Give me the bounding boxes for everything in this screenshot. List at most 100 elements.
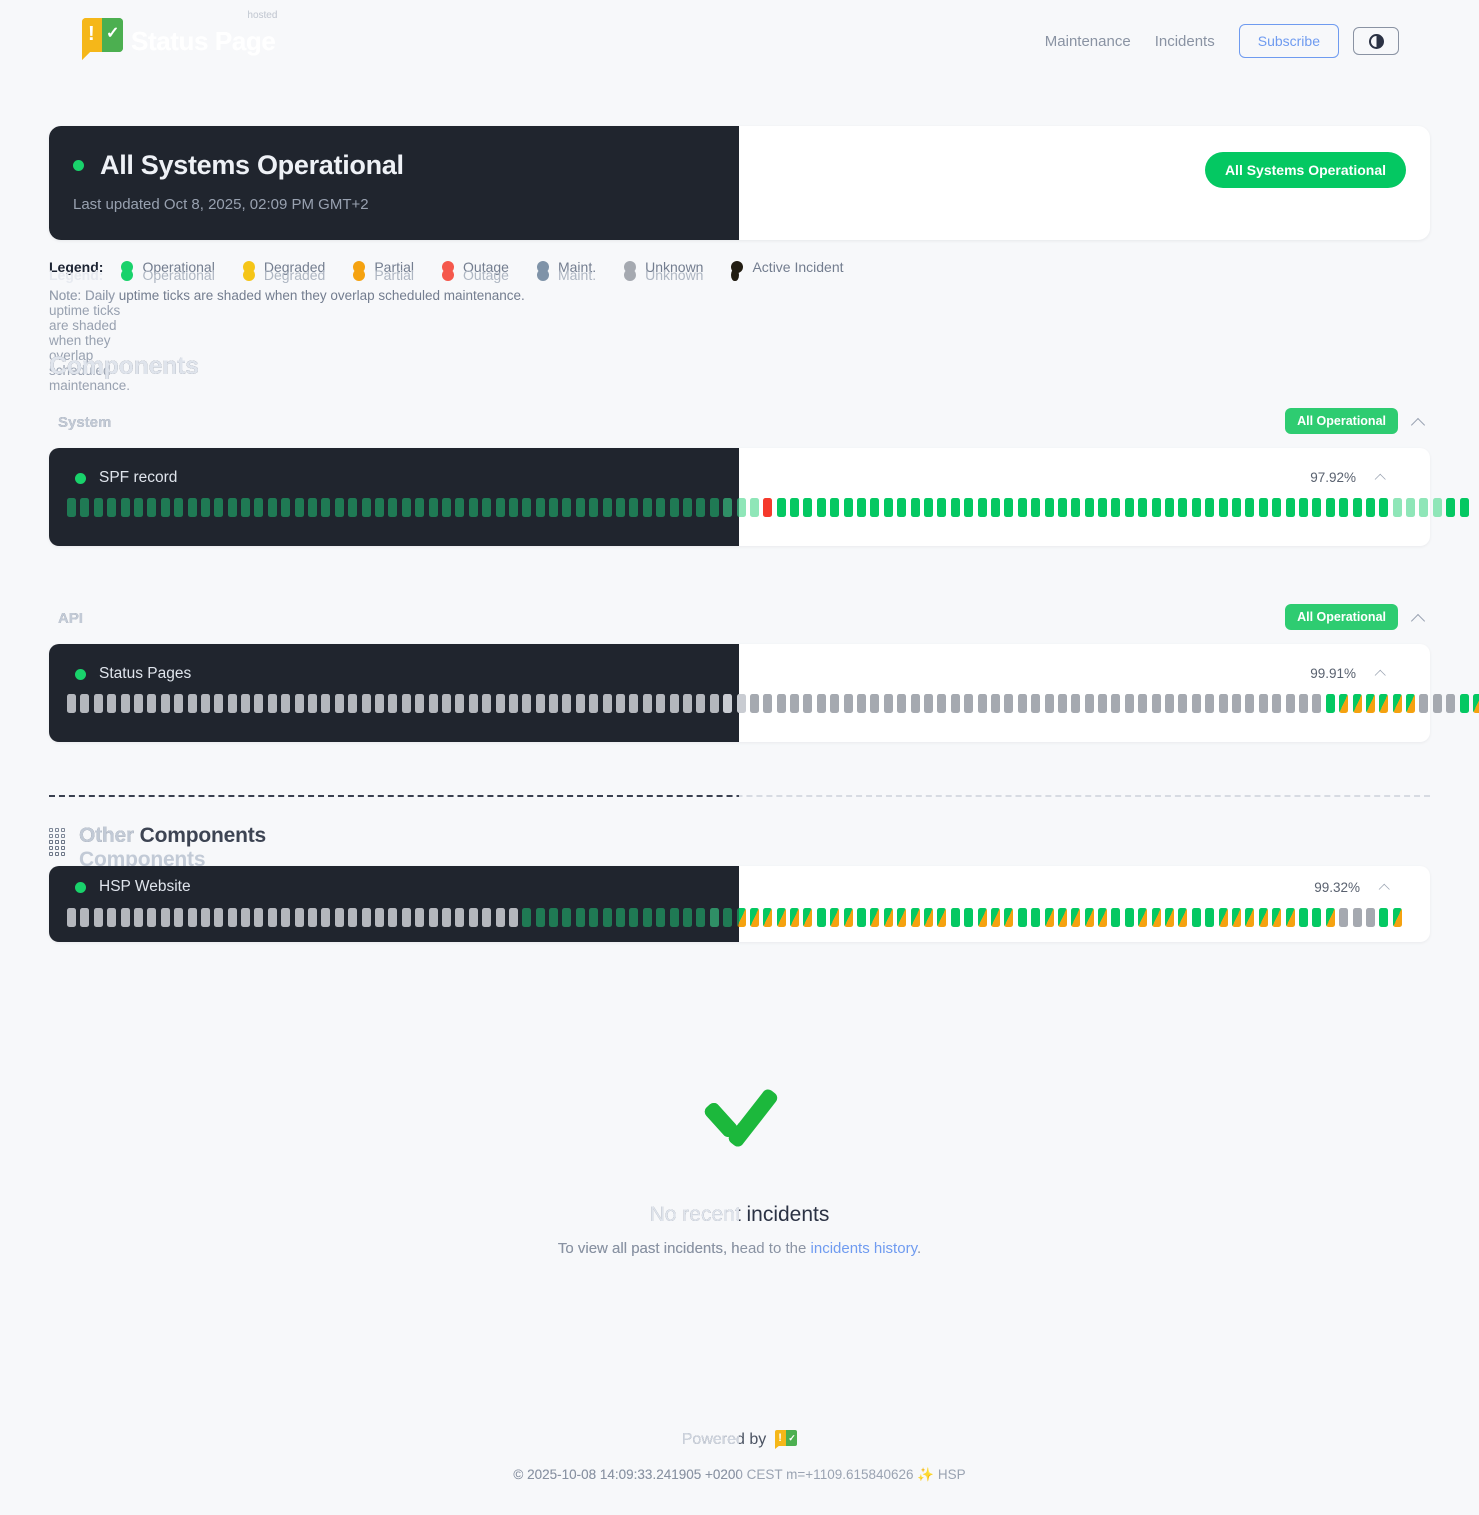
uptime-tick[interactable] — [468, 908, 478, 927]
uptime-tick[interactable] — [67, 498, 76, 517]
chevron-up-icon[interactable] — [1376, 669, 1387, 676]
uptime-tick[interactable] — [723, 498, 733, 517]
uptime-tick[interactable] — [133, 694, 143, 713]
uptime-tick[interactable] — [790, 908, 800, 927]
uptime-tick[interactable] — [254, 694, 264, 713]
uptime-tick[interactable] — [361, 694, 371, 713]
uptime-tick[interactable] — [267, 498, 277, 517]
uptime-tick[interactable] — [67, 694, 76, 713]
uptime-tick[interactable] — [361, 908, 371, 927]
uptime-tick[interactable] — [1365, 908, 1375, 927]
group-status-badge[interactable]: All Operational — [1285, 408, 1398, 434]
uptime-tick[interactable] — [616, 498, 626, 517]
uptime-tick[interactable] — [200, 498, 210, 517]
uptime-tick[interactable] — [227, 694, 237, 713]
uptime-tick[interactable] — [1057, 498, 1067, 517]
uptime-tick[interactable] — [1191, 694, 1201, 713]
uptime-tick[interactable] — [1004, 694, 1014, 713]
uptime-tick[interactable] — [629, 694, 639, 713]
uptime-tick[interactable] — [468, 498, 478, 517]
uptime-tick[interactable] — [1258, 498, 1268, 517]
uptime-tick[interactable] — [562, 694, 572, 713]
uptime-tick[interactable] — [977, 694, 987, 713]
uptime-tick[interactable] — [843, 694, 853, 713]
chevron-up-icon[interactable] — [1380, 883, 1391, 890]
uptime-tick[interactable] — [214, 498, 224, 517]
uptime-tick[interactable] — [1298, 694, 1308, 713]
uptime-tick[interactable] — [1298, 908, 1308, 927]
uptime-tick[interactable] — [174, 694, 184, 713]
uptime-tick[interactable] — [241, 694, 251, 713]
uptime-tick[interactable] — [1285, 498, 1295, 517]
uptime-tick[interactable] — [254, 908, 264, 927]
uptime-tick[interactable] — [1352, 694, 1362, 713]
uptime-tick[interactable] — [1352, 908, 1362, 927]
uptime-tick[interactable] — [508, 498, 518, 517]
uptime-tick[interactable] — [415, 498, 425, 517]
uptime-tick[interactable] — [830, 694, 840, 713]
uptime-tick[interactable] — [1406, 694, 1416, 713]
uptime-tick[interactable] — [321, 908, 331, 927]
uptime-tick[interactable] — [227, 498, 237, 517]
uptime-tick[interactable] — [910, 498, 920, 517]
uptime-tick[interactable] — [415, 908, 425, 927]
uptime-tick[interactable] — [924, 694, 933, 713]
uptime-tick[interactable] — [214, 908, 224, 927]
uptime-tick[interactable] — [1178, 694, 1188, 713]
uptime-tick[interactable] — [682, 498, 692, 517]
uptime-tick[interactable] — [1044, 498, 1054, 517]
uptime-tick[interactable] — [709, 498, 719, 517]
uptime-tick[interactable] — [374, 694, 384, 713]
uptime-tick[interactable] — [1365, 498, 1375, 517]
uptime-tick[interactable] — [1151, 694, 1161, 713]
uptime-tick[interactable] — [441, 694, 451, 713]
uptime-tick[interactable] — [455, 908, 465, 927]
uptime-tick[interactable] — [1325, 694, 1335, 713]
uptime-tick[interactable] — [549, 694, 559, 713]
uptime-tick[interactable] — [736, 694, 746, 713]
uptime-tick[interactable] — [401, 498, 411, 517]
uptime-tick[interactable] — [348, 694, 358, 713]
uptime-tick[interactable] — [950, 498, 960, 517]
uptime-tick[interactable] — [816, 908, 826, 927]
uptime-tick[interactable] — [321, 694, 331, 713]
uptime-tick[interactable] — [749, 908, 759, 927]
uptime-tick[interactable] — [1459, 498, 1469, 517]
uptime-tick[interactable] — [160, 908, 170, 927]
uptime-tick[interactable] — [535, 694, 545, 713]
uptime-tick[interactable] — [1339, 498, 1349, 517]
uptime-tick[interactable] — [294, 498, 304, 517]
uptime-tick[interactable] — [803, 498, 813, 517]
uptime-tick[interactable] — [428, 498, 438, 517]
uptime-tick[interactable] — [374, 498, 384, 517]
uptime-tick[interactable] — [80, 694, 90, 713]
overall-status-badge[interactable]: All Systems Operational — [1204, 152, 1406, 188]
uptime-tick[interactable] — [1392, 498, 1402, 517]
uptime-tick[interactable] — [1312, 694, 1322, 713]
uptime-tick[interactable] — [629, 498, 639, 517]
uptime-tick[interactable] — [508, 908, 518, 927]
uptime-tick[interactable] — [776, 908, 786, 927]
uptime-tick[interactable] — [107, 908, 117, 927]
uptime-tick[interactable] — [763, 908, 773, 927]
uptime-tick[interactable] — [1272, 908, 1282, 927]
uptime-tick[interactable] — [830, 498, 840, 517]
uptime-tick[interactable] — [174, 498, 184, 517]
uptime-tick[interactable] — [1205, 908, 1215, 927]
uptime-tick[interactable] — [602, 498, 612, 517]
uptime-tick[interactable] — [361, 498, 371, 517]
uptime-tick[interactable] — [187, 908, 197, 927]
uptime-tick[interactable] — [1151, 908, 1161, 927]
uptime-tick[interactable] — [723, 694, 733, 713]
uptime-tick[interactable] — [187, 694, 197, 713]
uptime-tick[interactable] — [308, 908, 318, 927]
uptime-tick[interactable] — [147, 694, 157, 713]
uptime-tick[interactable] — [843, 908, 853, 927]
uptime-tick[interactable] — [93, 694, 103, 713]
incidents-history-link[interactable]: incidents history — [810, 1240, 917, 1257]
uptime-tick[interactable] — [924, 908, 933, 927]
uptime-tick[interactable] — [107, 694, 117, 713]
uptime-tick[interactable] — [227, 908, 237, 927]
uptime-tick[interactable] — [254, 498, 264, 517]
uptime-tick-bar[interactable] — [67, 694, 1479, 713]
